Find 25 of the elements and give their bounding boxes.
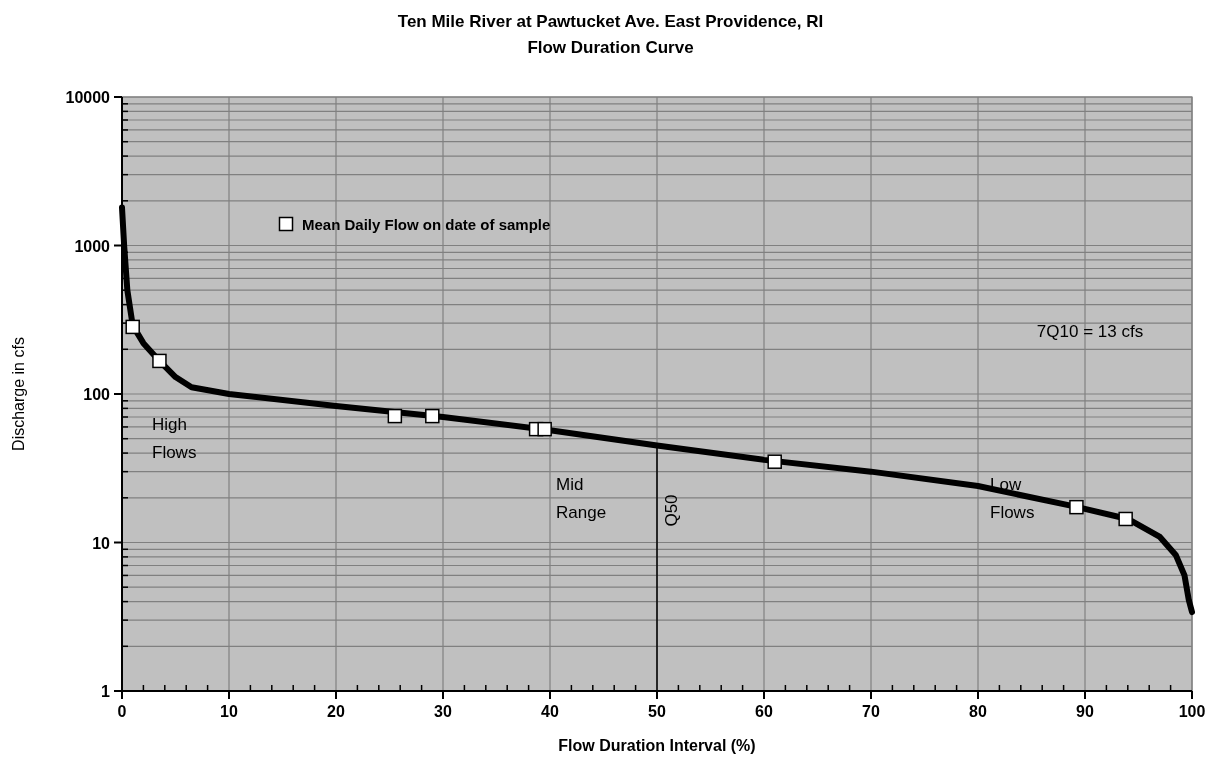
annotation: 7Q10 = 13 cfs (1036, 322, 1144, 341)
x-tick-label: 60 (755, 703, 773, 720)
x-tick-label: 30 (434, 703, 452, 720)
y-tick-label: 100 (83, 386, 111, 403)
x-tick-label: 20 (327, 703, 345, 720)
x-tick-label: 40 (541, 703, 559, 720)
ref-line-label: Q50 (662, 494, 681, 527)
chart-subtitle: Flow Duration Curve (527, 38, 694, 57)
y-axis-title: Discharge in cfs (10, 337, 27, 451)
x-axis-title: Flow Duration Interval (%) (558, 737, 756, 754)
x-tick-label: 0 (117, 703, 127, 720)
y-tick-label: 10 (92, 534, 111, 552)
x-tick-label: 10 (220, 703, 238, 720)
x-tick-label: 100 (1178, 703, 1206, 720)
x-tick-label: 50 (648, 703, 666, 720)
annotation: High Flows (152, 415, 197, 462)
annotation: Mid Range (556, 475, 607, 522)
x-tick-label: 80 (969, 703, 987, 720)
legend-label: Mean Daily Flow on date of sample (302, 216, 551, 233)
y-tick-label: 10000 (65, 89, 111, 106)
chart-title: Ten Mile River at Pawtucket Ave. East Providence, RI (397, 12, 824, 31)
x-tick-label: 70 (862, 703, 880, 720)
x-tick-label: 90 (1076, 703, 1094, 720)
y-tick-label: 1 (101, 683, 111, 700)
y-tick-label: 1000 (74, 237, 111, 255)
